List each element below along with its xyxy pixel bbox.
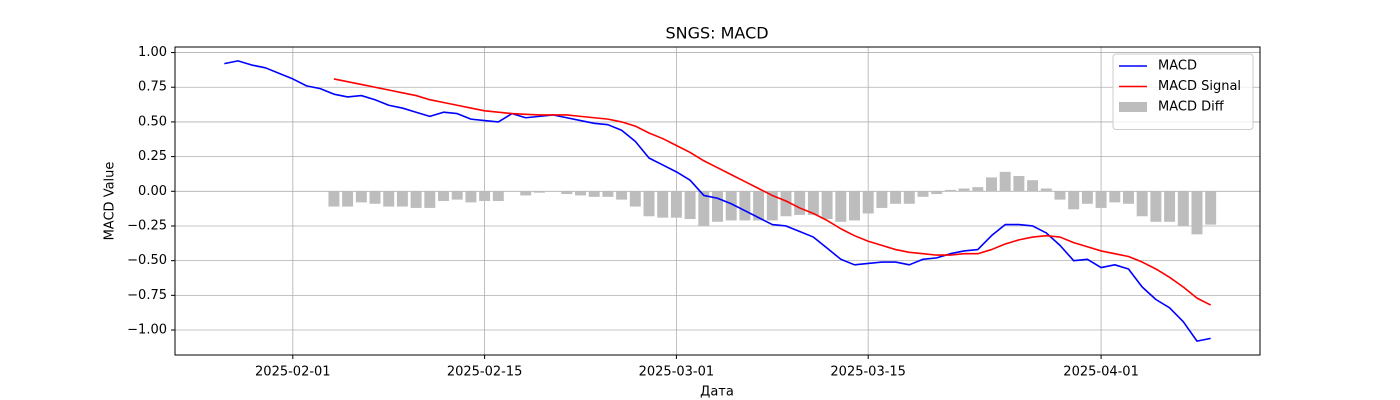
bar (999, 171, 1011, 192)
y-tick-label: 0.75 (138, 80, 167, 95)
bar (561, 191, 573, 195)
bar (424, 191, 436, 208)
line (224, 60, 1211, 342)
bar (1054, 191, 1066, 200)
bar (849, 191, 860, 221)
bar (396, 191, 408, 207)
bar (1068, 191, 1080, 210)
bar (1109, 191, 1121, 203)
bar (465, 191, 477, 203)
bar (629, 191, 641, 207)
bar (410, 191, 422, 208)
bar (670, 191, 682, 218)
bar (533, 191, 545, 193)
bar (986, 177, 997, 192)
bar (328, 191, 340, 207)
bar (438, 191, 449, 201)
bar (890, 191, 902, 204)
bar (698, 191, 710, 226)
x-tick-label: 2025-02-01 (255, 365, 331, 380)
bar (643, 191, 655, 217)
bar (753, 191, 765, 221)
y-tick-label: −1.00 (127, 323, 167, 338)
bar (1191, 191, 1203, 235)
plot-frame (174, 46, 1261, 356)
legend-swatch (1119, 102, 1147, 112)
bar (821, 191, 833, 220)
y-tick-label: 0.00 (138, 184, 167, 199)
bar (657, 191, 669, 218)
bar (588, 191, 600, 197)
bar (1123, 191, 1134, 204)
bar (958, 188, 970, 192)
bar (972, 187, 984, 192)
bar (931, 191, 943, 195)
bar (492, 191, 504, 201)
bar (780, 191, 792, 217)
bar (479, 191, 491, 201)
y-tick-label: −0.50 (127, 253, 167, 268)
bar (1205, 191, 1217, 225)
bar (1150, 191, 1162, 222)
bar (903, 191, 915, 204)
bar (383, 191, 395, 207)
legend-label: MACD (1158, 59, 1197, 74)
x-tick-label: 2025-03-15 (830, 365, 906, 380)
bar (1013, 176, 1025, 192)
y-axis-label: MACD Value (103, 162, 118, 241)
bar (1136, 191, 1148, 217)
bar (616, 191, 628, 200)
bar (725, 191, 737, 221)
bar (739, 191, 751, 221)
bar (1040, 188, 1052, 192)
bar (602, 191, 614, 197)
y-tick-label: −0.25 (127, 218, 167, 233)
bar (876, 191, 888, 208)
bar (944, 189, 956, 192)
y-tick-label: 0.25 (138, 149, 167, 164)
bar (342, 191, 354, 207)
bar (1081, 191, 1093, 204)
bar (575, 191, 586, 196)
bar (862, 191, 874, 214)
bar (1027, 180, 1039, 192)
x-axis-label: Дата (700, 385, 734, 400)
bar (712, 191, 723, 222)
bar (355, 191, 367, 203)
legend-label: MACD Signal (1158, 79, 1241, 94)
bar (1164, 191, 1176, 222)
bar (684, 191, 696, 220)
x-tick-label: 2025-03-01 (639, 365, 715, 380)
bar (451, 191, 463, 200)
y-tick-label: −0.75 (127, 288, 167, 303)
bar (766, 191, 778, 221)
x-tick-label: 2025-04-01 (1063, 365, 1139, 380)
bar (520, 191, 532, 196)
bar (917, 191, 929, 197)
bar (807, 191, 819, 215)
chart-title: SNGS: MACD (665, 24, 768, 43)
line (333, 78, 1212, 306)
x-tick-label: 2025-02-15 (447, 365, 523, 380)
y-tick-label: 1.00 (138, 45, 167, 60)
legend-label: MACD Diff (1158, 100, 1225, 115)
bar (369, 191, 381, 204)
legend-box (1112, 53, 1254, 130)
bar (1095, 191, 1107, 208)
bar (835, 191, 847, 222)
y-tick-label: 0.50 (138, 114, 167, 129)
legend: MACD MACD Signal MACD Diff (1112, 53, 1254, 130)
bar (1177, 191, 1189, 226)
bar (794, 191, 806, 215)
